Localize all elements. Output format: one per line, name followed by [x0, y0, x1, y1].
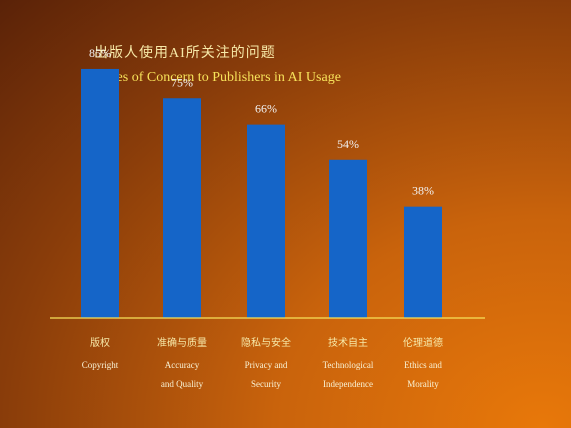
category-label-zh-ethics-morality: 伦理道德: [403, 336, 443, 349]
value-label-tech-independence: 54%: [337, 137, 359, 151]
chart-title-english: Issues of Concern to Publishers in AI Us…: [94, 70, 341, 85]
category-label-en-accuracy-quality: Accuracy: [165, 360, 200, 370]
bar-accuracy-quality: [163, 98, 201, 318]
category-label-en-ethics-morality: Ethics and: [404, 360, 442, 370]
value-label-ethics-morality: 38%: [412, 184, 434, 198]
category-label-zh-tech-independence: 技术自主: [328, 336, 368, 349]
category-label-en-tech-independence: Independence: [323, 379, 373, 389]
category-label-zh-copyright: 版权: [90, 336, 110, 349]
bar-tech-independence: [329, 159, 367, 318]
category-label-en-tech-independence: Technological: [323, 360, 374, 370]
chart-title-chinese: 出版人使用AI所关注的问题: [94, 46, 276, 61]
bar-privacy-security: [247, 124, 285, 319]
category-label-en-accuracy-quality: and Quality: [161, 379, 204, 389]
bar-copyright: [81, 68, 119, 318]
category-label-en-copyright: Copyright: [82, 360, 119, 370]
bar-ethics-morality: [404, 206, 442, 318]
value-label-copyright: 85%: [89, 46, 111, 60]
category-label-en-privacy-security: Security: [251, 379, 281, 389]
value-label-accuracy-quality: 75%: [171, 75, 193, 89]
category-label-en-privacy-security: Privacy and: [245, 360, 288, 370]
category-label-zh-accuracy-quality: 准确与质量: [157, 336, 207, 349]
category-label-en-ethics-morality: Morality: [407, 379, 439, 389]
value-label-privacy-security: 66%: [255, 102, 277, 116]
category-label-zh-privacy-security: 隐私与安全: [241, 336, 291, 349]
